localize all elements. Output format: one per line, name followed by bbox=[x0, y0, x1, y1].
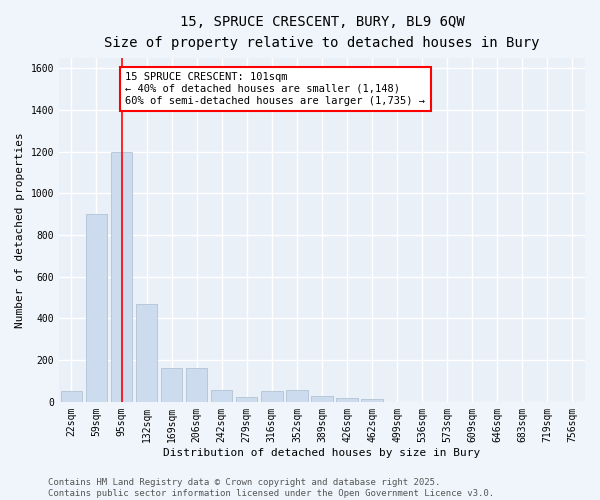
Text: Contains HM Land Registry data © Crown copyright and database right 2025.
Contai: Contains HM Land Registry data © Crown c… bbox=[48, 478, 494, 498]
Bar bbox=[261, 392, 283, 402]
Y-axis label: Number of detached properties: Number of detached properties bbox=[15, 132, 25, 328]
Bar bbox=[311, 396, 332, 402]
Bar bbox=[111, 152, 132, 402]
Text: 15 SPRUCE CRESCENT: 101sqm
← 40% of detached houses are smaller (1,148)
60% of s: 15 SPRUCE CRESCENT: 101sqm ← 40% of deta… bbox=[125, 72, 425, 106]
Bar bbox=[286, 390, 308, 402]
Bar bbox=[136, 304, 157, 402]
Bar bbox=[211, 390, 232, 402]
X-axis label: Distribution of detached houses by size in Bury: Distribution of detached houses by size … bbox=[163, 448, 481, 458]
Bar bbox=[361, 398, 383, 402]
Bar bbox=[161, 368, 182, 402]
Bar bbox=[236, 396, 257, 402]
Bar bbox=[337, 398, 358, 402]
Bar bbox=[61, 392, 82, 402]
Bar bbox=[86, 214, 107, 402]
Title: 15, SPRUCE CRESCENT, BURY, BL9 6QW
Size of property relative to detached houses : 15, SPRUCE CRESCENT, BURY, BL9 6QW Size … bbox=[104, 15, 540, 50]
Bar bbox=[186, 368, 208, 402]
